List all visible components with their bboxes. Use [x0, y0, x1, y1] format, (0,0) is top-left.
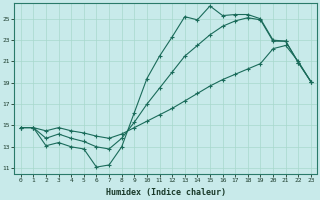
X-axis label: Humidex (Indice chaleur): Humidex (Indice chaleur) [106, 188, 226, 197]
